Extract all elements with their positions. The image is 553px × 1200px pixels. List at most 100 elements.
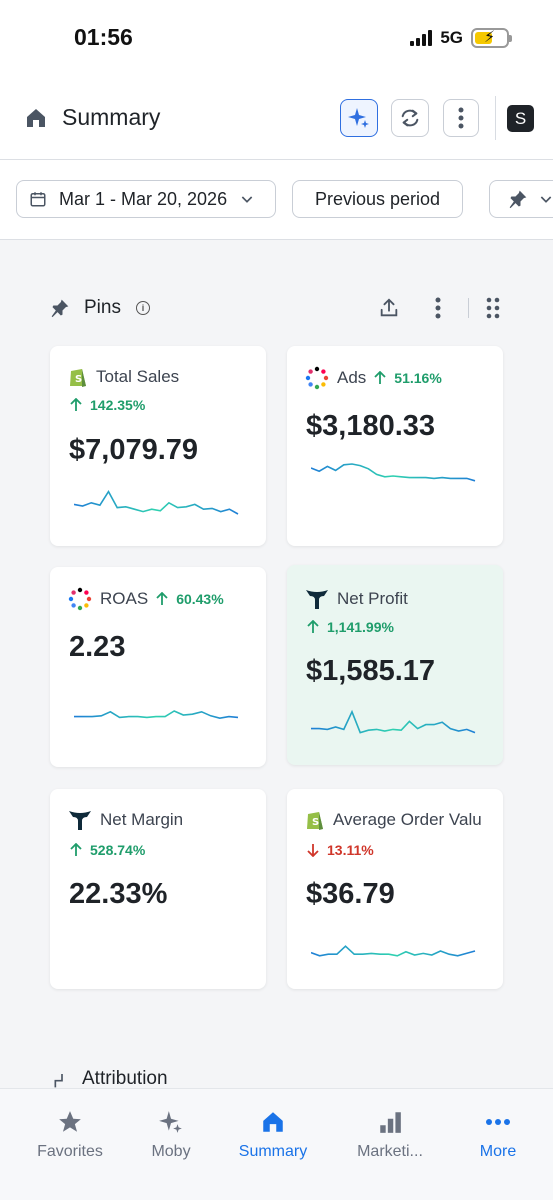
triple-whale-icon [306, 590, 328, 609]
metric-change: 142.35% [70, 397, 145, 413]
pins-more-button[interactable] [426, 296, 450, 320]
sparkline [311, 463, 476, 482]
arrow-up-icon [70, 843, 82, 856]
share-button[interactable] [377, 296, 401, 320]
filter-bar: Mar 1 - Mar 20, 2026 Previous period [0, 160, 553, 240]
vertical-dots-icon [435, 297, 441, 319]
chevron-down-icon [540, 196, 552, 203]
metric-change: 51.16% [374, 370, 442, 386]
battery-icon: ⚡ [471, 28, 512, 48]
refresh-button[interactable] [391, 99, 429, 137]
drag-handle[interactable] [481, 296, 505, 320]
metric-header: S Total Sales [68, 366, 179, 388]
upload-icon [380, 298, 398, 317]
nav-item-favorites[interactable]: Favorites [20, 1107, 120, 1161]
sparkline-path [311, 945, 476, 957]
chevron-down-icon [241, 196, 253, 203]
compare-period-label: Previous period [314, 188, 441, 209]
metric-change-value: 528.74% [90, 842, 146, 858]
star-icon [59, 1111, 81, 1132]
date-range-picker[interactable]: Mar 1 - Mar 20, 2026 [16, 180, 276, 218]
metric-change-value: 142.35% [90, 397, 146, 413]
network-label: 5G [440, 28, 463, 47]
metric-change-value: 1,141.99% [327, 619, 394, 635]
metric-card[interactable]: ROAS 60.43% 2.23 [50, 567, 266, 767]
metric-card[interactable]: Ads 51.16% $3,180.33 [287, 346, 503, 546]
svg-text:S: S [312, 817, 319, 828]
vertical-dots-icon [458, 107, 464, 129]
nav-item-summary[interactable]: Summary [223, 1107, 323, 1161]
metric-title: Average Order Valu [333, 810, 482, 829]
arrow-up-icon [307, 620, 319, 633]
metric-value: 22.33% [69, 878, 168, 910]
more-options-button[interactable] [443, 99, 479, 137]
metric-card[interactable]: S Total Sales 142.35% $7,079.79 [50, 346, 266, 546]
metric-header: Ads 51.16% [305, 366, 442, 390]
svg-text:S: S [75, 374, 82, 385]
metric-title: Net Profit [337, 589, 408, 608]
metric-value: 2.23 [69, 631, 126, 663]
metric-card[interactable]: Net Profit 1,141.99% $1,585.17 [287, 565, 503, 765]
ads-dots-icon [305, 366, 329, 390]
sparkline [311, 945, 476, 957]
metric-card[interactable]: S Average Order Valu 13.11% $36.79 [287, 789, 503, 989]
metric-header: Net Margin [68, 809, 183, 831]
arrow-down-icon [307, 844, 319, 857]
metric-change-value: 60.43% [176, 591, 224, 607]
nav-item-more[interactable]: More [448, 1107, 548, 1161]
pins-title: Pins [84, 297, 121, 318]
date-range-label: Mar 1 - Mar 20, 2026 [59, 188, 228, 209]
compare-period-button[interactable]: Previous period [292, 180, 463, 218]
page-title: Summary [62, 104, 161, 130]
metric-header: ROAS 60.43% [68, 587, 224, 611]
triple-whale-icon [69, 811, 91, 830]
metric-card[interactable]: Net Margin 528.74% 22.33% [50, 789, 266, 989]
bottom-nav: Favorites Moby Summary Marketi... More [0, 1088, 553, 1200]
app-header: Summary S [0, 76, 553, 160]
nav-label: Summary [238, 1143, 308, 1160]
section-divider [468, 298, 469, 318]
metric-value: $1,585.17 [306, 655, 436, 687]
sparkline-path [311, 463, 476, 482]
nav-label: More [479, 1143, 517, 1160]
metric-value: $3,180.33 [306, 410, 436, 442]
pin-icon [509, 190, 527, 209]
attribution-section-header[interactable]: Attribution [52, 1068, 168, 1090]
moby-ai-button[interactable] [340, 99, 378, 137]
shopify-icon: S [307, 812, 323, 830]
sparkline-path [74, 710, 239, 720]
nav-item-marketing[interactable]: Marketi... [340, 1107, 440, 1161]
sparkline [311, 709, 476, 734]
status-indicators: 5G ⚡ [410, 28, 512, 48]
status-bar: 01:56 5G ⚡ [0, 0, 553, 76]
home-icon[interactable] [24, 106, 48, 130]
metric-change: 528.74% [70, 842, 145, 858]
pin-filter-button[interactable] [489, 180, 553, 218]
home-icon [263, 1112, 283, 1132]
sparkline-path [74, 490, 239, 515]
signal-icon [410, 30, 433, 46]
sync-icon [401, 109, 419, 127]
nav-label: Favorites [37, 1143, 103, 1160]
metric-change: 1,141.99% [307, 619, 394, 635]
arrow-up-icon [374, 371, 386, 384]
pin-icon [51, 299, 69, 318]
sparkline-path [311, 709, 476, 734]
pins-section-header: Pins i [50, 296, 510, 322]
grid-dots-icon [486, 297, 500, 319]
nav-label: Moby [151, 1143, 191, 1160]
nav-item-moby[interactable]: Moby [121, 1107, 221, 1161]
ads-dots-icon [68, 587, 92, 611]
status-time: 01:56 [74, 24, 133, 50]
metric-header: S Average Order Valu [305, 809, 482, 831]
metric-title: Ads [337, 368, 367, 387]
info-icon[interactable]: i [136, 301, 150, 315]
dots-icon [486, 1119, 510, 1125]
metric-change: 13.11% [307, 842, 374, 858]
arrow-up-icon [156, 592, 168, 605]
sparkle-icon [159, 1111, 182, 1133]
arrow-up-icon [70, 398, 82, 411]
store-avatar[interactable]: S [507, 105, 534, 132]
sparkle-icon [348, 108, 369, 128]
metric-value: $7,079.79 [69, 434, 199, 466]
